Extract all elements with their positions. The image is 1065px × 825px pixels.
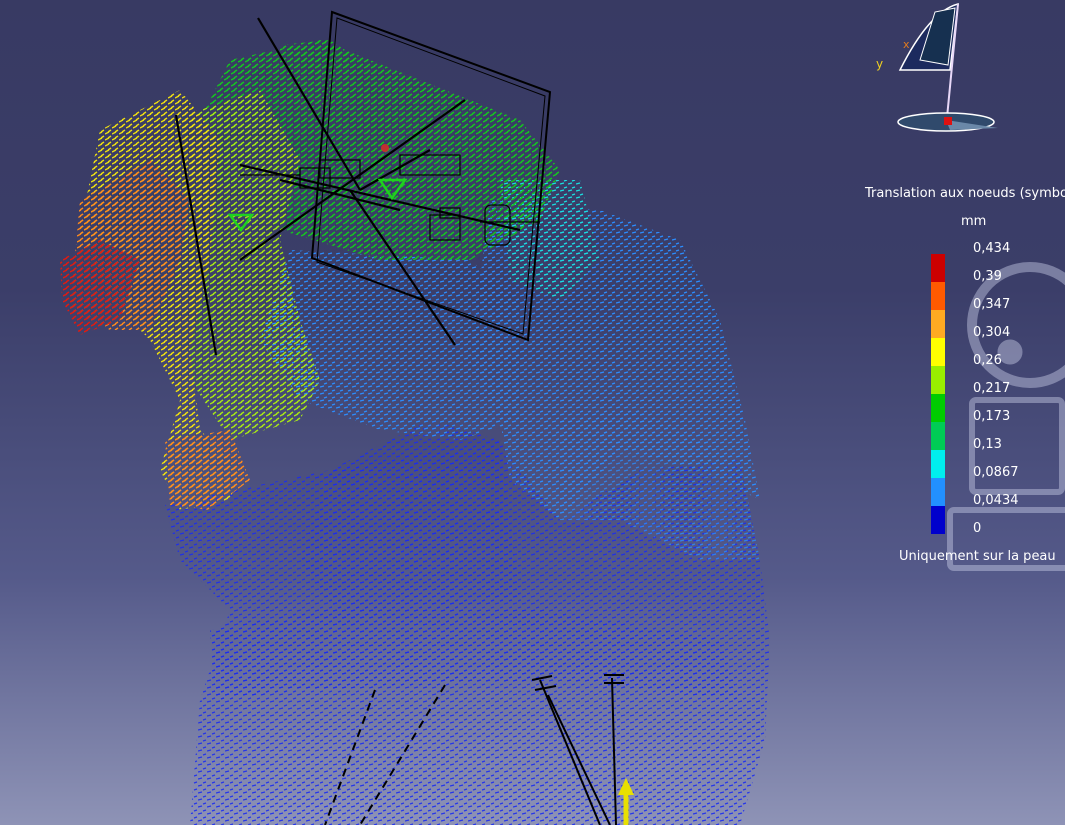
- mesh-mid-blue: [260, 250, 520, 440]
- legend-tick-label: 0,217: [973, 381, 1011, 396]
- legend-tick-label: 0,0867: [973, 465, 1019, 480]
- legend-color-bar: [931, 254, 945, 534]
- reference-plane: [310, 10, 552, 342]
- mesh-top-green: [280, 40, 360, 80]
- legend-swatch: [931, 366, 945, 394]
- fixture-sketch: [240, 154, 540, 246]
- mesh-neck: [300, 440, 520, 620]
- legend-tick-label: 0: [973, 521, 982, 536]
- reference-plane-inner: [316, 17, 546, 335]
- legend-tick-label: 0,304: [973, 325, 1011, 340]
- mesh-orange-bottom: [165, 430, 250, 510]
- legend-swatch: [931, 422, 945, 450]
- legend-unit: mm: [961, 214, 987, 229]
- legend-tick-label: 0,347: [973, 297, 1011, 312]
- origin-point: [381, 144, 389, 152]
- legend-swatch: [931, 478, 945, 506]
- restraint-markers: [227, 178, 408, 233]
- legend-swatch: [931, 506, 945, 534]
- navigation-wheel-icon[interactable]: [947, 262, 1065, 571]
- mesh-head-green: [200, 40, 560, 260]
- legend-title: Translation aux noeuds (symbole: [865, 186, 1065, 201]
- lower-rods: [324, 674, 624, 825]
- legend-tick-label: 0,173: [973, 409, 1011, 424]
- construction-lines: [174, 17, 521, 356]
- load-arrow-icon: [618, 778, 634, 825]
- legend-tick-label: 0,13: [973, 437, 1002, 452]
- compass-x-label: x: [903, 38, 910, 51]
- legend-tick-label: 0,26: [973, 353, 1002, 368]
- legend-swatch: [931, 394, 945, 422]
- mesh-right-column-lower: [560, 410, 760, 560]
- legend-tick-label: 0,434: [973, 241, 1011, 256]
- legend-swatch: [931, 282, 945, 310]
- legend-swatch: [931, 254, 945, 282]
- legend-tick-label: 0,39: [973, 269, 1002, 284]
- legend-tick-label: 0,0434: [973, 493, 1019, 508]
- mesh-lower-band: [210, 610, 740, 700]
- legend-footer: Uniquement sur la peau: [899, 549, 1056, 564]
- legend-swatch: [931, 450, 945, 478]
- legend-swatch: [931, 338, 945, 366]
- legend-swatch: [931, 310, 945, 338]
- mesh-red-tip: [60, 240, 140, 335]
- compass-axis-icon[interactable]: [897, 2, 998, 132]
- compass-y-label: y: [876, 57, 884, 71]
